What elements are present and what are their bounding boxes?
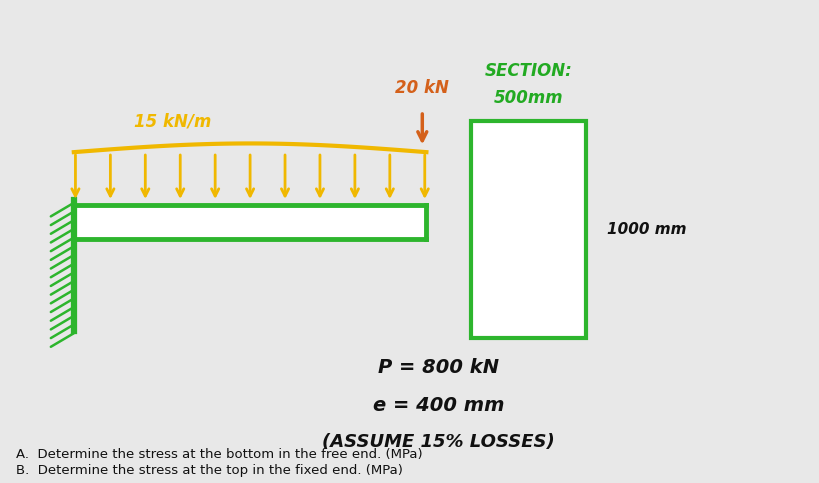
Text: 15 kN/m: 15 kN/m: [133, 113, 210, 130]
Bar: [74, 205, 426, 239]
Bar: [471, 121, 586, 338]
Text: B.  Determine the stress at the top in the fixed end. (MPa): B. Determine the stress at the top in th…: [16, 465, 403, 477]
Text: P = 800 kN: P = 800 kN: [378, 357, 499, 377]
Text: 20 kN: 20 kN: [395, 79, 449, 97]
Text: A.  Determine the stress at the bottom in the free end. (MPa): A. Determine the stress at the bottom in…: [16, 449, 423, 461]
Text: SECTION:: SECTION:: [484, 62, 572, 80]
Text: 1000 mm: 1000 mm: [606, 222, 686, 237]
Text: (ASSUME 15% LOSSES): (ASSUME 15% LOSSES): [322, 433, 554, 451]
Text: e = 400 mm: e = 400 mm: [373, 396, 504, 415]
Text: 500mm: 500mm: [494, 89, 563, 107]
